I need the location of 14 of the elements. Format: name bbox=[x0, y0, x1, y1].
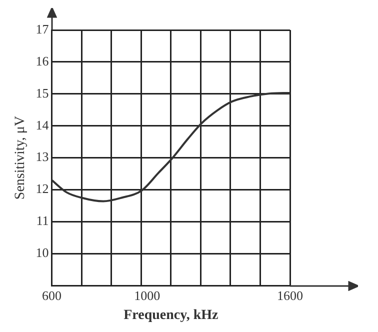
y-axis-title: Sensitivity, μV bbox=[13, 116, 28, 200]
y-tick-label: 15 bbox=[36, 85, 49, 100]
y-tick-label: 11 bbox=[36, 213, 49, 228]
y-tick-label: 16 bbox=[36, 53, 50, 68]
y-tick-label: 12 bbox=[36, 181, 49, 196]
x-axis-title: Frequency, kHz bbox=[124, 308, 218, 324]
x-tick-label: 1000 bbox=[134, 288, 160, 303]
line-series bbox=[52, 92, 290, 202]
y-tick-label: 13 bbox=[36, 149, 49, 164]
x-tick-label: 600 bbox=[42, 288, 62, 303]
x-tick-label: 1600 bbox=[277, 288, 303, 303]
y-tick-label: 14 bbox=[36, 117, 50, 132]
y-tick-label: 17 bbox=[36, 21, 50, 36]
y-tick-label: 10 bbox=[36, 245, 49, 260]
